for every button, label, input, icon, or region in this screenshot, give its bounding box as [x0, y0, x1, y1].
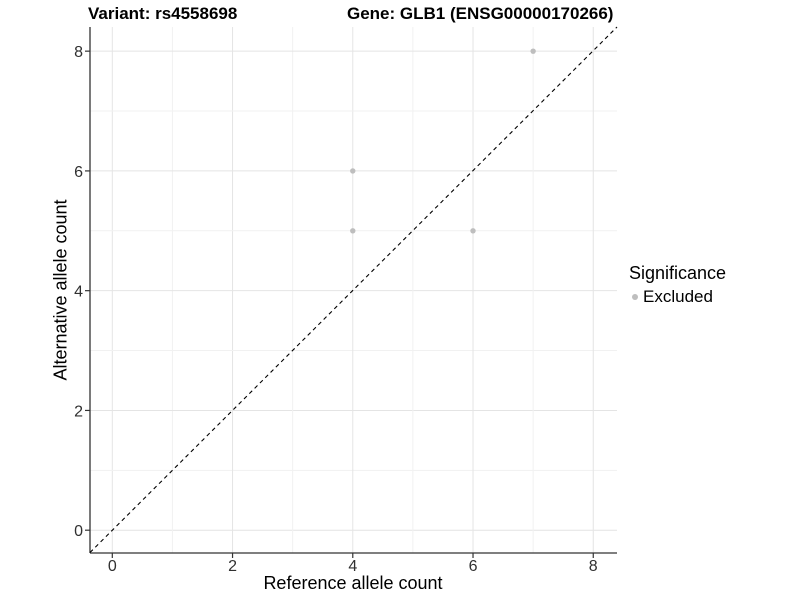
y-tick-label: 8	[74, 44, 83, 61]
legend-title: Significance	[629, 263, 727, 283]
x-tick-label: 2	[228, 558, 237, 575]
y-tick-label: 2	[74, 403, 83, 420]
x-tick-label: 8	[589, 558, 598, 575]
x-tick-label: 0	[108, 558, 117, 575]
data-point	[530, 48, 536, 54]
x-tick-label: 6	[469, 558, 478, 575]
x-tick-label: 4	[348, 558, 357, 575]
gene-title: Gene: GLB1 (ENSG00000170266)	[347, 4, 614, 23]
y-tick-label: 0	[74, 523, 83, 540]
y-tick-label: 6	[74, 164, 83, 181]
legend: Significance Excluded	[629, 263, 799, 307]
x-axis-title: Reference allele count	[263, 573, 443, 593]
data-point	[350, 228, 356, 234]
legend-item-excluded: Excluded	[629, 287, 799, 307]
data-point	[470, 228, 476, 234]
legend-point-icon	[632, 294, 638, 300]
identity-dashed-line	[89, 26, 618, 553]
y-tick-label: 4	[74, 284, 83, 301]
y-axis-title: Alternative allele count	[50, 199, 71, 381]
legend-item-label: Excluded	[643, 287, 713, 306]
variant-title: Variant: rs4558698	[88, 4, 238, 23]
data-point	[350, 168, 356, 174]
